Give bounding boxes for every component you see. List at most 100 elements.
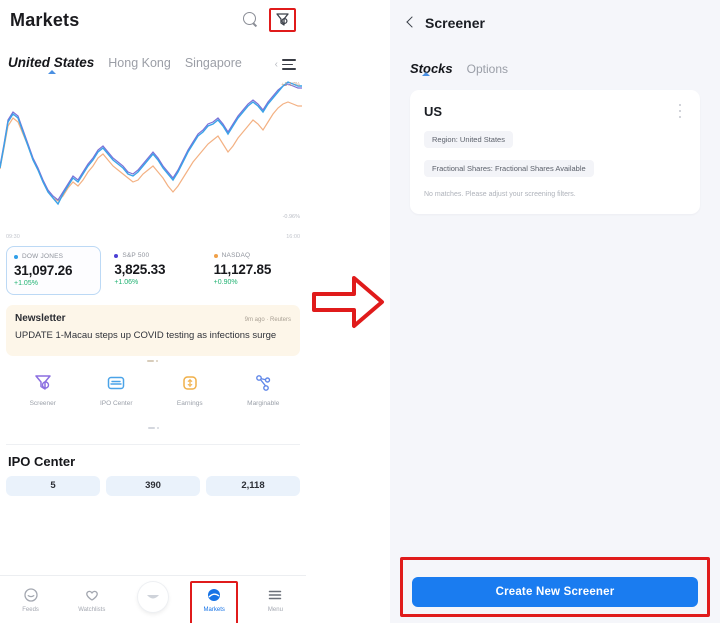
index-head: NASDAQ <box>213 252 293 259</box>
nav-item-menu[interactable]: Menu <box>245 587 306 613</box>
active-tab-indicator <box>422 72 430 76</box>
list-view-icon[interactable] <box>282 59 296 70</box>
ipo-stat-1[interactable]: 5 <box>6 475 100 496</box>
screener-tabs: Stocks Options <box>390 46 720 76</box>
nav-label: Feeds <box>22 606 39 613</box>
markets-nav-highlight <box>190 580 239 623</box>
ipo-stats-row: 5 390 2,118 <box>0 469 306 496</box>
heart-icon <box>83 587 100 604</box>
index-value: 11,127.85 <box>213 262 272 277</box>
screener-screen: Screener Stocks Options US Region: Unite… <box>390 0 720 623</box>
tabs-right-actions: ‹ <box>275 59 296 72</box>
shortcut-label: Earnings <box>176 399 203 407</box>
chart-axis-labels: 09:30 16:00 <box>0 234 306 240</box>
chevron-left-icon[interactable]: ‹ <box>274 59 278 70</box>
feeds-chat-icon <box>22 587 39 604</box>
newsletter-card[interactable]: Newsletter 9m ago · Reuters UPDATE 1-Mac… <box>6 305 300 362</box>
earnings-coin-icon <box>179 372 201 394</box>
ipo-center-title: IPO Center <box>8 453 76 469</box>
carousel-dots <box>147 349 159 362</box>
screener-header: Screener <box>390 0 720 46</box>
index-change: +1.06% <box>114 279 139 286</box>
screener-filter-icon[interactable] <box>275 12 290 28</box>
marginable-network-icon <box>252 372 274 394</box>
index-name: S&P 500 <box>122 252 150 259</box>
back-chevron-icon[interactable] <box>406 16 415 30</box>
shortcut-label: Screener <box>29 399 56 407</box>
tab-options[interactable]: Options <box>466 62 508 76</box>
market-region-tabs: United States Hong Kong Singapore ‹ <box>0 40 306 72</box>
nav-label: Menu <box>267 606 283 613</box>
index-value: 31,097.26 <box>14 263 73 278</box>
index-head: S&P 500 <box>114 252 193 259</box>
search-icon[interactable] <box>243 12 259 28</box>
filter-tag-fractional-shares[interactable]: Fractional Shares: Fractional Shares Ava… <box>424 160 594 177</box>
nav-item-watchlists[interactable]: Watchlists <box>61 587 122 613</box>
index-color-dot <box>14 254 18 259</box>
tab-united-states[interactable]: United States <box>8 55 95 70</box>
shortcut-carousel-dots <box>0 416 306 434</box>
nav-item-center[interactable] <box>122 581 183 612</box>
screener-title: Screener <box>425 15 485 31</box>
shortcut-label: Marginable <box>247 399 280 407</box>
nav-label: Markets <box>203 606 225 613</box>
shortcut-label: IPO Center <box>99 399 133 407</box>
newsletter-brand: Newsletter <box>15 313 66 324</box>
red-right-arrow <box>310 270 386 334</box>
tab-hong-kong[interactable]: Hong Kong <box>108 56 171 70</box>
chart-svg <box>0 81 302 206</box>
hamburger-menu-icon <box>267 587 284 604</box>
index-cards: DOW JONES 31,097.26 +1.05% S&P 500 3,825… <box>0 244 306 295</box>
index-card-dow-jones[interactable]: DOW JONES 31,097.26 +1.05% <box>6 246 102 295</box>
screener-funnel-icon <box>32 372 54 394</box>
filter-tag-region[interactable]: Region: United States <box>424 131 513 148</box>
index-change: +0.90% <box>213 279 238 286</box>
newsletter-headline: UPDATE 1-Macau steps up COVID testing as… <box>15 330 277 341</box>
chart-axis-end: 16:00 <box>286 234 300 240</box>
nav-label: Watchlists <box>78 606 106 613</box>
index-card-sp500[interactable]: S&P 500 3,825.33 +1.06% <box>107 246 200 295</box>
center-trade-icon <box>138 581 168 612</box>
ipo-stat-2[interactable]: 390 <box>106 475 200 496</box>
bottom-navigation: Feeds Watchlists <box>0 575 306 623</box>
screener-card-us[interactable]: US Region: United States Fractional Shar… <box>410 90 700 214</box>
index-value: 3,825.33 <box>114 262 166 277</box>
screener-filter-highlight <box>269 8 296 32</box>
shortcut-ipo-center[interactable]: IPO Center <box>80 372 154 407</box>
shortcut-earnings[interactable]: Earnings <box>153 372 227 407</box>
markets-header: Markets <box>0 0 306 40</box>
nav-item-feeds[interactable]: Feeds <box>0 587 61 613</box>
tab-stocks[interactable]: Stocks <box>410 61 453 76</box>
ipo-stat-3[interactable]: 2,118 <box>206 475 300 496</box>
ipo-card-icon <box>105 372 127 394</box>
chart-top-label: +1.17% <box>281 82 300 88</box>
cta-highlight-box <box>400 557 710 617</box>
index-card-nasdaq[interactable]: NASDAQ 11,127.85 +0.90% <box>207 246 300 295</box>
index-color-dot <box>213 253 218 258</box>
nav-item-markets[interactable]: Markets <box>184 580 245 623</box>
newsletter-meta: 9m ago · Reuters <box>244 317 291 323</box>
header-actions <box>243 8 296 32</box>
chart-axis-start: 09:30 <box>6 234 20 240</box>
index-color-dot <box>114 253 119 258</box>
newsletter-header: Newsletter 9m ago · Reuters <box>15 313 291 324</box>
markets-screen: Markets United States Hong Kong Singapor… <box>0 0 306 623</box>
index-name: DOW JONES <box>22 253 64 260</box>
screener-card-title: US <box>424 104 443 119</box>
tab-singapore[interactable]: Singapore <box>184 56 242 70</box>
section-divider <box>6 443 300 445</box>
shortcut-screener[interactable]: Screener <box>6 372 80 407</box>
screener-tags: Region: United States Fractional Shares:… <box>424 119 686 177</box>
shortcut-marginable[interactable]: Marginable <box>227 372 301 407</box>
market-index-chart[interactable]: +1.17% -0.96% 09:30 16:00 <box>0 74 306 244</box>
empty-state-message: No matches. Please adjust your screening… <box>424 191 576 198</box>
chart-mid-label: -0.96% <box>282 214 300 220</box>
index-head: DOW JONES <box>14 253 93 260</box>
more-options-icon[interactable] <box>674 104 686 118</box>
page-title: Markets <box>10 9 80 30</box>
markets-globe-icon <box>206 587 223 604</box>
index-name: NASDAQ <box>221 252 251 259</box>
shortcut-row: Screener IPO Center <box>0 356 306 407</box>
create-new-screener-button[interactable]: Create New Screener <box>412 577 698 607</box>
